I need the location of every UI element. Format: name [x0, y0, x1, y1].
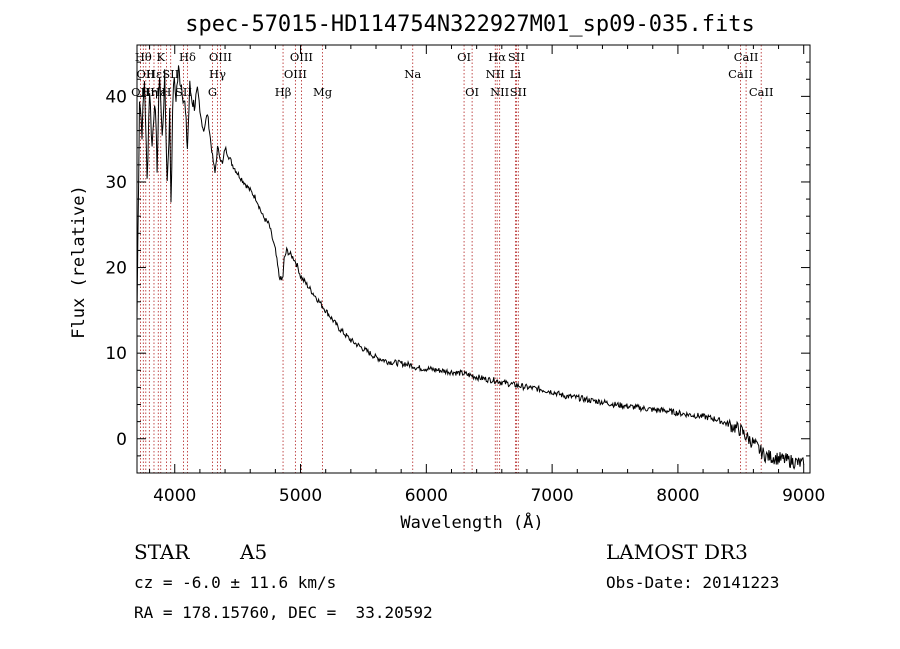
y-axis-ticks: 0 10 20 30 40 — [105, 61, 810, 457]
y-tick-label-20: 20 — [105, 259, 127, 279]
line-label-20: OI — [465, 85, 479, 99]
line-label-6: K — [156, 50, 165, 64]
line-label-22: Hα — [488, 50, 506, 64]
line-label-13: OIII — [209, 50, 232, 64]
line-label-5: Hε — [150, 85, 166, 99]
line-label-17: Mg — [313, 85, 333, 99]
spectral-line-markers — [139, 45, 762, 473]
y-tick-label-30: 30 — [105, 173, 127, 193]
line-label-23: NII — [490, 85, 509, 99]
object-subclass: A5 — [240, 540, 268, 564]
object-class: STAR — [134, 540, 190, 564]
line-label-27: CaII — [728, 67, 753, 81]
line-label-19: OI — [457, 50, 471, 64]
x-tick-label-4000: 4000 — [153, 486, 196, 506]
spectral-line-labels: OIIHθOIIHηHεHεKHSIISIIHδGHγOIIIHβOIIIOII… — [131, 50, 773, 99]
x-tick-label-9000: 9000 — [782, 486, 825, 506]
line-label-15: OIII — [284, 67, 307, 81]
line-label-24: Li — [510, 67, 522, 81]
line-label-14: Hβ — [275, 85, 292, 99]
line-label-7: H — [161, 85, 171, 99]
line-label-2: OII — [137, 67, 156, 81]
line-label-8: SII — [162, 67, 179, 81]
redshift-cz: cz = -6.0 ± 11.6 km/s — [134, 573, 337, 592]
line-label-18: Na — [404, 67, 421, 81]
line-label-26: SII — [510, 85, 527, 99]
x-axis-ticks: 4000 5000 6000 7000 8000 9000 — [149, 45, 825, 506]
chart-title: spec-57015-HD114754N322927M01_sp09-035.f… — [185, 12, 755, 37]
observation-date: Obs-Date: 20141223 — [606, 573, 780, 592]
y-tick-label-0: 0 — [116, 430, 127, 450]
line-label-9: SII — [175, 85, 192, 99]
spectrum-series-line — [136, 65, 805, 470]
line-label-11: G — [208, 85, 217, 99]
line-label-21: NII — [486, 67, 505, 81]
plot-frame — [136, 44, 811, 474]
line-label-16: OIII — [290, 50, 313, 64]
line-label-28: CaII — [734, 50, 759, 64]
x-tick-label-8000: 8000 — [656, 486, 699, 506]
line-label-10: Hδ — [179, 50, 196, 64]
line-label-12: Hγ — [209, 67, 226, 81]
y-tick-label-40: 40 — [105, 87, 127, 107]
coordinates: RA = 178.15760, DEC = 33.20592 — [134, 603, 433, 622]
spectrum-chart: spec-57015-HD114754N322927M01_sp09-035.f… — [69, 12, 825, 533]
line-label-29: CaII — [749, 85, 774, 99]
survey-name: LAMOST DR3 — [606, 540, 748, 564]
line-label-1: Hθ — [135, 50, 152, 64]
x-tick-label-5000: 5000 — [279, 486, 322, 506]
y-tick-label-10: 10 — [105, 344, 127, 364]
line-label-4: Hε — [146, 67, 162, 81]
x-tick-label-6000: 6000 — [405, 486, 448, 506]
x-tick-label-7000: 7000 — [530, 486, 573, 506]
y-axis-label: Flux (relative) — [69, 185, 89, 339]
x-axis-label: Wavelength (Å) — [400, 511, 543, 533]
line-label-25: SII — [508, 50, 525, 64]
